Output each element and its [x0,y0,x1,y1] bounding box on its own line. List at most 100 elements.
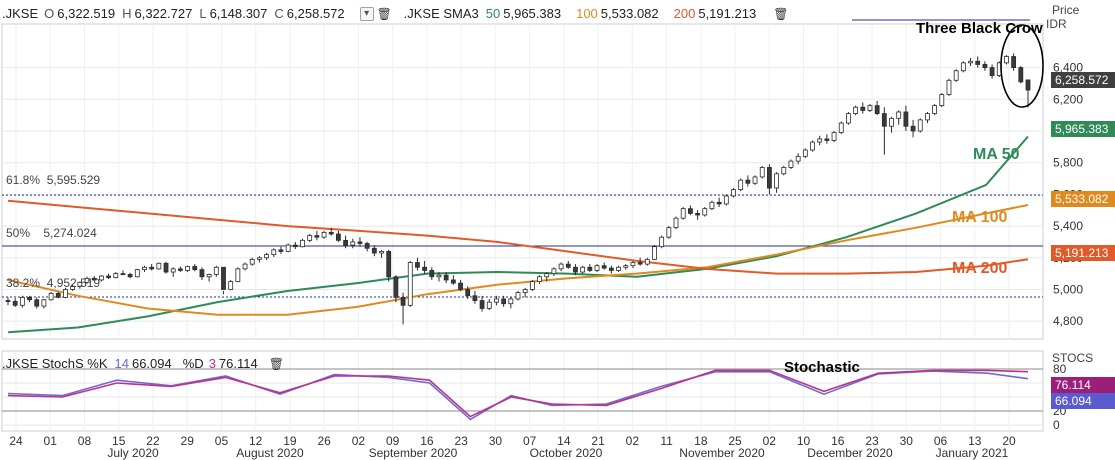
candlestick [91,277,97,281]
candlestick [644,258,650,265]
candlestick [968,60,973,64]
candlestick [587,266,593,271]
trash-icon[interactable]: 🗑 [773,6,789,21]
candlestick [113,273,119,278]
x-day-tick-label: 20 [1002,434,1016,448]
candlestick [472,295,478,301]
candlestick [565,263,571,268]
close-price-label: 6,258.572 [1051,72,1115,88]
fibonacci-lines [2,19,1043,298]
candlestick [817,138,823,143]
candlestick [199,269,205,278]
fib-50-value: 5,274.024 [43,226,97,240]
ma100-price-label: 5,533.082 [1051,191,1115,207]
candlestick [774,173,779,189]
low-value: 6,148.307 [209,6,268,21]
candlestick [917,119,923,132]
candlestick [838,122,844,133]
stochastic-lines [7,369,1029,421]
ma100-annotation: MA 100 [952,209,1008,226]
fib-50-label: 50% 5,274.024 [6,226,97,240]
candlestick [213,266,219,275]
candlestick [486,301,492,309]
price-tick-label: 6,400 [1053,61,1083,75]
sma100-period: 100 [576,6,598,21]
d-label: %D [182,356,204,371]
candlestick [680,208,686,219]
candlestick [77,281,83,287]
stochastic-header: .JKSE StochS %K 14 66.094 %D 3 76.114 🗑 [2,356,284,371]
candlestick [939,94,945,107]
candlestick [278,249,284,252]
candlestick [422,266,428,271]
candlestick [55,293,61,298]
price-tick-label: 5,000 [1053,282,1083,296]
x-day-tick-label: 21 [591,434,605,448]
candlestick [881,113,887,127]
stochastic-tick-label: 80 [1053,362,1067,376]
fib-50-pct: 50% [6,226,31,240]
fib-618-pct: 61.8% [6,173,41,187]
x-day-tick-label: 13 [968,434,982,448]
x-day-tick-label: 14 [557,434,571,448]
candlestick [824,138,830,141]
candlestick [982,64,988,69]
candlestick [163,262,169,273]
candlestick [529,281,535,290]
candlestick [716,201,722,205]
close-value: 6,258.572 [286,6,345,21]
candlestick [860,106,866,111]
candlestick [946,79,952,95]
candlestick [249,258,255,265]
ma50-annotation: MA 50 [973,146,1020,163]
candlestick [285,244,291,252]
k-period: 14 [114,356,129,371]
candlestick [515,292,521,300]
x-month-label: August 2020 [236,446,304,460]
candlestick [752,176,758,184]
candlestick [745,179,751,184]
x-day-tick-label: 30 [489,434,503,448]
candlestick [257,257,262,260]
candlestick [328,232,334,235]
stochastic-grid [1,350,1044,432]
candlestick [5,300,11,302]
sma50-period: 50 [485,6,501,21]
candlestick [479,300,485,309]
x-day-tick-label: 26 [317,434,331,448]
sma100-value: 5,533.082 [600,6,659,21]
chevron-down-icon[interactable]: ▾ [359,6,374,21]
d-value: 76.114 [218,356,258,371]
trash-icon[interactable]: 🗑 [268,356,284,371]
candlestick [695,212,700,216]
candlestick [522,289,528,294]
candlestick [41,299,47,307]
candlestick [723,195,729,205]
candlestick [379,251,384,254]
candlestick [802,149,808,157]
candlestick [544,273,550,278]
candlestick [443,274,449,281]
x-day-tick-label: 05 [215,434,229,448]
candlestick [652,246,657,260]
high-value: 6,322.727 [134,6,193,21]
candlestick [673,217,679,229]
x-day-tick-label: 23 [865,434,879,448]
candlestick [702,208,708,216]
candlestick [185,266,190,271]
price-pane-border [1,23,1044,340]
moving-average-line [7,199,1029,275]
candlestick [221,266,226,290]
x-day-tick-label: 16 [420,434,434,448]
candlestick [975,60,981,65]
ma200-annotation: MA 200 [952,260,1008,277]
candlestick [608,267,614,271]
candlestick [558,263,564,270]
candlestick [795,155,801,162]
candlestick [659,236,665,248]
candlestick [170,268,176,273]
symbol-label: .JKSE [2,6,39,21]
candlestick [84,277,90,283]
trash-icon[interactable]: 🗑 [376,6,392,21]
